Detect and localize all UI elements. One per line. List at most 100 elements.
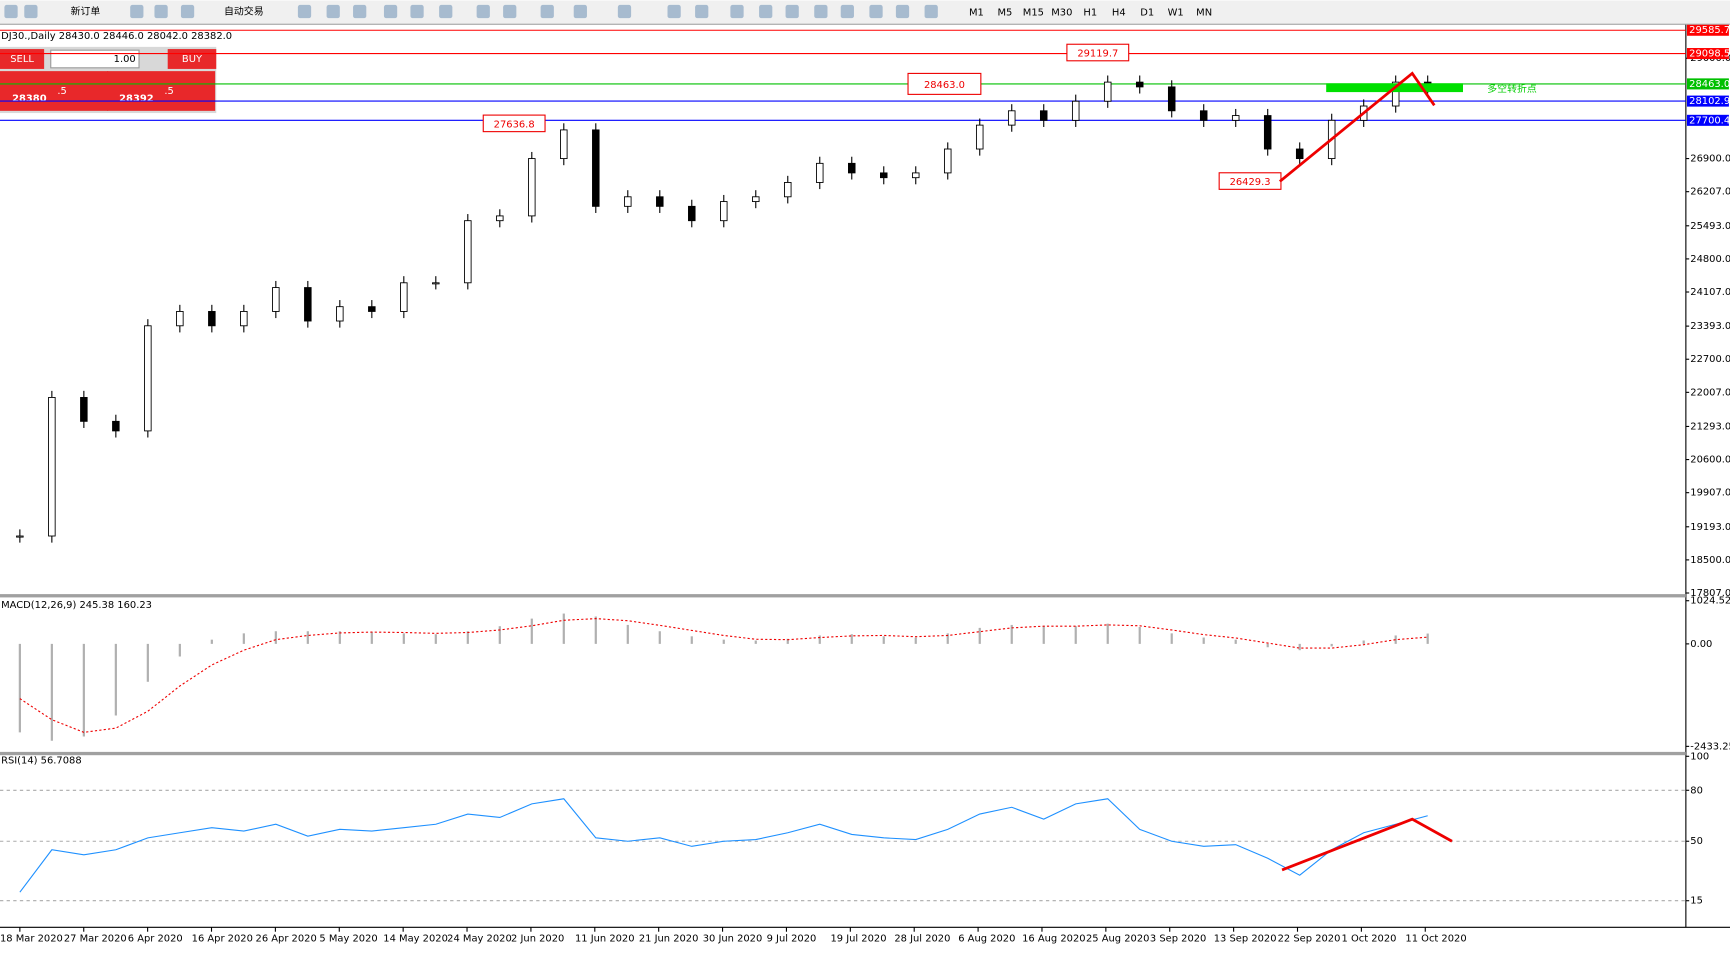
price-annotation: 26429.3 <box>1230 177 1271 188</box>
candle <box>432 282 440 285</box>
candle <box>943 148 952 174</box>
toolbar-icon[interactable] <box>180 4 195 19</box>
candle <box>496 215 504 222</box>
panel-separator <box>0 751 1686 756</box>
toolbar-icon[interactable] <box>540 4 554 19</box>
price-level-box <box>1686 48 1729 60</box>
candle <box>16 535 24 538</box>
y-tick-label: 100 <box>1690 751 1709 762</box>
candle <box>272 287 280 312</box>
rsi-line <box>19 798 1428 893</box>
toolbar-icon[interactable] <box>695 4 709 19</box>
toolbar-icon[interactable] <box>130 4 144 19</box>
timeframe-button[interactable]: W1 <box>1168 8 1184 19</box>
candle <box>848 162 856 174</box>
price-level-label: 29098.5 <box>1689 49 1730 60</box>
y-tick-label: 19907.0 <box>1690 488 1730 499</box>
price-level-box <box>1686 95 1729 107</box>
price-level-label: 28102.9 <box>1689 96 1730 107</box>
toolbar-icon[interactable] <box>895 4 910 19</box>
candle <box>144 325 152 432</box>
y-tick-label: 17807.0 <box>1690 588 1730 599</box>
timeframe-button[interactable]: H4 <box>1112 8 1126 19</box>
ask-box[interactable] <box>107 71 216 111</box>
x-tick-label: 27 Mar 2020 <box>64 933 127 944</box>
bid-price[interactable]: 28380 <box>12 94 47 105</box>
toolbar-button[interactable]: 新订单 <box>71 5 101 18</box>
timeframe-button[interactable]: M5 <box>997 8 1012 19</box>
timeframe-button[interactable]: D1 <box>1140 8 1154 19</box>
toolbar-icon[interactable] <box>476 4 490 19</box>
toolbar-icon[interactable] <box>503 4 517 19</box>
toolbar-icon[interactable] <box>4 4 18 19</box>
y-tick-label: 80 <box>1690 785 1703 796</box>
x-tick-label: 24 May 2020 <box>447 933 512 944</box>
y-tick-label: 22007.0 <box>1690 387 1730 398</box>
x-tick-label: 2 Jun 2020 <box>511 933 564 944</box>
panel-title: RSI(14) 56.7088 <box>1 756 82 767</box>
panel-title: DJ30.,Daily 28430.0 28446.0 28042.0 2838… <box>1 31 232 42</box>
toolbar-icon[interactable] <box>617 4 632 19</box>
timeframe-button[interactable]: M15 <box>1023 8 1044 19</box>
candle <box>1135 81 1144 88</box>
y-tick-label: 0.00 <box>1690 639 1712 650</box>
candle <box>208 311 216 327</box>
x-tick-label: 14 May 2020 <box>383 933 448 944</box>
price-annotation-box <box>482 114 546 133</box>
toolbar-button[interactable]: 自动交易 <box>224 5 264 18</box>
x-tick-label: 6 Apr 2020 <box>128 933 183 944</box>
price-level-label: 29585.7 <box>1689 25 1730 36</box>
candle <box>48 397 56 537</box>
candle <box>656 196 664 207</box>
toolbar-icon[interactable] <box>814 4 828 19</box>
toolbar-icon[interactable] <box>410 4 424 19</box>
toolbar-border <box>0 23 1730 25</box>
timeframe-button[interactable]: MN <box>1196 8 1212 19</box>
trend-arrow <box>1281 817 1453 872</box>
price-level-label: 28463.0 <box>1689 79 1730 90</box>
y-tick-label: 21293.0 <box>1690 421 1730 432</box>
candle <box>528 158 536 217</box>
toolbar-icon[interactable] <box>924 4 938 19</box>
x-tick-label: 30 Jun 2020 <box>703 933 763 944</box>
lots-value[interactable]: 1.00 <box>114 54 136 65</box>
x-tick-label: 11 Jun 2020 <box>575 933 635 944</box>
buy-label[interactable]: BUY <box>182 54 203 65</box>
trend-arrow <box>1278 71 1436 183</box>
bid-box[interactable] <box>0 71 109 111</box>
candle <box>368 306 376 312</box>
timeframe-button[interactable]: M30 <box>1051 8 1072 19</box>
y-tick-label: -2433.25 <box>1690 741 1730 752</box>
toolbar-icon[interactable] <box>297 4 312 19</box>
toolbar-icon[interactable] <box>730 4 744 19</box>
toolbar-icon[interactable] <box>869 4 883 19</box>
toolbar-icon[interactable] <box>154 4 168 19</box>
sell-label[interactable]: SELL <box>10 54 34 65</box>
timeframe-button[interactable]: M1 <box>969 8 984 19</box>
timeframe-button[interactable]: H1 <box>1083 8 1097 19</box>
price-axis <box>1685 24 1730 928</box>
bid-pips[interactable]: .5 <box>57 86 66 97</box>
price-level-box <box>1686 24 1729 36</box>
lots-input[interactable] <box>50 49 140 69</box>
ask-pips[interactable]: .5 <box>164 86 173 97</box>
toolbar-icon[interactable] <box>759 4 773 19</box>
signal-line <box>19 618 1428 733</box>
price-annotation: 28463.0 <box>924 80 965 91</box>
toolbar-icon[interactable] <box>439 4 453 19</box>
toolbar-icon[interactable] <box>326 4 340 19</box>
toolbar-icon[interactable] <box>24 4 38 19</box>
toolbar-icon[interactable] <box>785 4 799 19</box>
y-tick-label: 19193.0 <box>1690 522 1730 533</box>
toolbar-icon[interactable] <box>667 4 681 19</box>
x-tick-label: 11 Oct 2020 <box>1405 933 1466 944</box>
ask-price[interactable]: 28392 <box>119 94 154 105</box>
candle <box>688 205 696 222</box>
toolbar-icon[interactable] <box>383 4 398 19</box>
toolbar-icon[interactable] <box>840 4 854 19</box>
candle <box>176 311 184 327</box>
toolbar-icon[interactable] <box>573 4 587 19</box>
toolbar-icon[interactable] <box>353 4 367 19</box>
candle <box>400 282 408 312</box>
x-tick-label: 1 Oct 2020 <box>1342 933 1397 944</box>
